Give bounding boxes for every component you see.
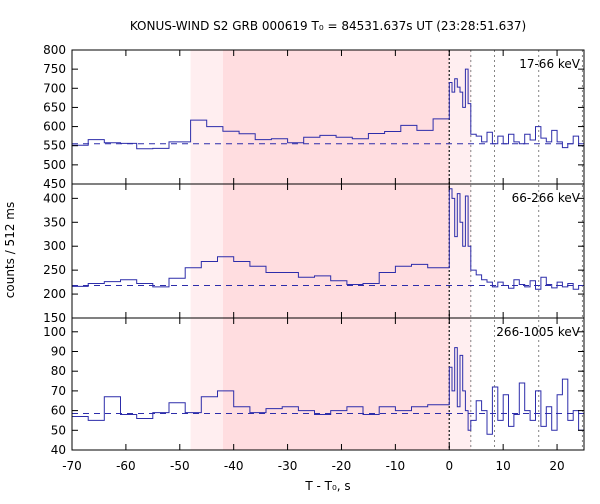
panel-2-band-label: 266-1005 keV — [496, 325, 580, 339]
panel-1-ytick-label-0: 150 — [43, 311, 66, 325]
panel-2-frame — [71, 317, 585, 451]
x-tick-label-6: -10 — [386, 459, 406, 473]
panel-2-ytick-label-4: 80 — [51, 364, 66, 378]
panel-0-ytick-label-6: 750 — [43, 62, 66, 76]
panel-1-lightcurve — [72, 188, 585, 292]
x-tick-label-0: -70 — [62, 459, 82, 473]
panel-2-ytick-label-2: 60 — [51, 404, 66, 418]
panel-0-ytick-label-4: 650 — [43, 100, 66, 114]
panel-2-ytick-label-5: 90 — [51, 344, 66, 358]
shaded-region-0 — [190, 50, 223, 450]
panel-2-lightcurve — [72, 347, 585, 435]
x-tick-label-9: 20 — [549, 459, 564, 473]
panel-1-ytick-label-1: 200 — [43, 287, 66, 301]
panel-2-ytick-label-0: 40 — [51, 443, 66, 457]
x-tick-label-5: -20 — [332, 459, 352, 473]
x-tick-label-7: 0 — [445, 459, 453, 473]
panel-1-band-label: 66-266 keV — [512, 191, 581, 205]
panel-1-ytick-label-5: 400 — [43, 191, 66, 205]
x-tick-label-8: 10 — [496, 459, 511, 473]
chart-title: KONUS-WIND S2 GRB 000619 T₀ = 84531.637s… — [130, 19, 526, 33]
shaded-region-1 — [222, 50, 450, 450]
panel-2-ytick-label-6: 100 — [43, 325, 66, 339]
x-tick-label-3: -40 — [224, 459, 244, 473]
x-tick-label-4: -30 — [278, 459, 298, 473]
x-tick-label-1: -60 — [116, 459, 136, 473]
panel-0-ytick-label-7: 800 — [43, 43, 66, 57]
panel-1-ytick-label-3: 300 — [43, 239, 66, 253]
panel-2-ytick-label-3: 70 — [51, 384, 66, 398]
panel-0-lightcurve — [72, 68, 585, 150]
panel-0-band-label: 17-66 keV — [519, 57, 581, 71]
panel-1-ytick-label-4: 350 — [43, 215, 66, 229]
panel-1-ytick-label-2: 250 — [43, 263, 66, 277]
panel-0-ytick-label-5: 700 — [43, 81, 66, 95]
panel-0-ytick-label-0: 450 — [43, 177, 66, 191]
x-tick-label-2: -50 — [170, 459, 190, 473]
panel-0-ytick-label-1: 500 — [43, 158, 66, 172]
panel-0-ytick-label-3: 600 — [43, 120, 66, 134]
panel-0-ytick-label-2: 550 — [43, 139, 66, 153]
x-axis-title: T - T₀, s — [304, 479, 350, 493]
panel-2-ytick-label-1: 50 — [51, 423, 66, 437]
y-axis-title: counts / 512 ms — [3, 202, 17, 298]
